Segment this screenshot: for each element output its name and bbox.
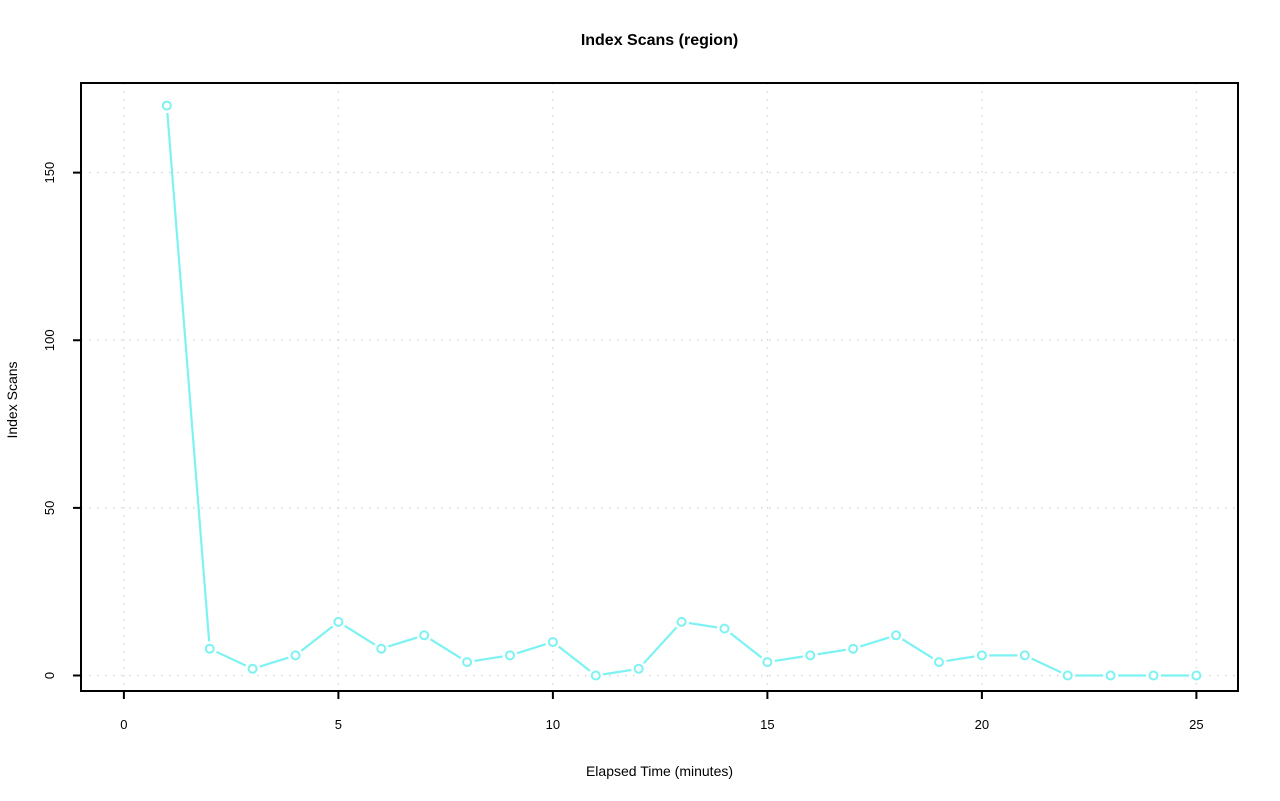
- y-tick-label: 100: [42, 329, 57, 351]
- marker-halo: [845, 641, 861, 657]
- data-point: [204, 643, 215, 654]
- data-point: [1062, 670, 1073, 681]
- chart-title: Index Scans (region): [580, 32, 739, 49]
- x-tick-label: 5: [335, 717, 342, 732]
- marker-halo: [202, 641, 218, 657]
- y-tick-label: 50: [42, 501, 57, 515]
- data-point: [1019, 650, 1030, 661]
- data-point: [848, 643, 859, 654]
- x-axis-label: Elapsed Time (minutes): [585, 763, 734, 779]
- marker-halo: [545, 634, 561, 650]
- marker-halo: [974, 647, 990, 663]
- x-tick-label: 25: [1189, 717, 1203, 732]
- data-point: [1105, 670, 1116, 681]
- marker-halo: [802, 647, 818, 663]
- marker-halo: [888, 627, 904, 643]
- marker-halo: [1103, 668, 1119, 684]
- y-axis-label: Index Scans: [4, 361, 20, 439]
- plot-frame: [80, 82, 1239, 692]
- marker-halo: [373, 641, 389, 657]
- marker-halo: [1017, 647, 1033, 663]
- data-point: [376, 643, 387, 654]
- marker-halo: [1145, 668, 1161, 684]
- data-point: [462, 657, 473, 668]
- marker-halo: [159, 98, 175, 114]
- data-point: [247, 663, 258, 674]
- data-point: [933, 657, 944, 668]
- x-tick-label: 20: [975, 717, 989, 732]
- marker-halo: [416, 627, 432, 643]
- y-tick-label: 0: [42, 672, 57, 679]
- marker-halo: [716, 621, 732, 637]
- data-point: [547, 636, 558, 647]
- x-tick-label: 10: [546, 717, 560, 732]
- marker-halo: [330, 614, 346, 630]
- data-point: [504, 650, 515, 661]
- marker-halo: [502, 647, 518, 663]
- data-point: [1191, 670, 1202, 681]
- data-point: [633, 663, 644, 674]
- marker-halo: [459, 654, 475, 670]
- marker-halo: [674, 614, 690, 630]
- marker-halo: [245, 661, 261, 677]
- data-point: [419, 630, 430, 641]
- marker-halo: [287, 647, 303, 663]
- marker-halo: [759, 654, 775, 670]
- data-point: [805, 650, 816, 661]
- data-line: [165, 105, 1197, 677]
- x-tick-label: 0: [120, 717, 127, 732]
- data-point: [976, 650, 987, 661]
- data-point: [762, 657, 773, 668]
- data-point: [161, 100, 172, 111]
- data-point: [676, 616, 687, 627]
- data-point: [333, 616, 344, 627]
- marker-halo: [631, 661, 647, 677]
- marker-halo: [1188, 668, 1204, 684]
- marker-halo: [1060, 668, 1076, 684]
- marker-halo: [931, 654, 947, 670]
- data-point: [719, 623, 730, 634]
- marker-halo: [588, 668, 604, 684]
- data-point: [1148, 670, 1159, 681]
- x-tick-label: 15: [760, 717, 774, 732]
- data-point: [590, 670, 601, 681]
- y-tick-label: 150: [42, 162, 57, 184]
- data-point: [290, 650, 301, 661]
- data-point: [891, 630, 902, 641]
